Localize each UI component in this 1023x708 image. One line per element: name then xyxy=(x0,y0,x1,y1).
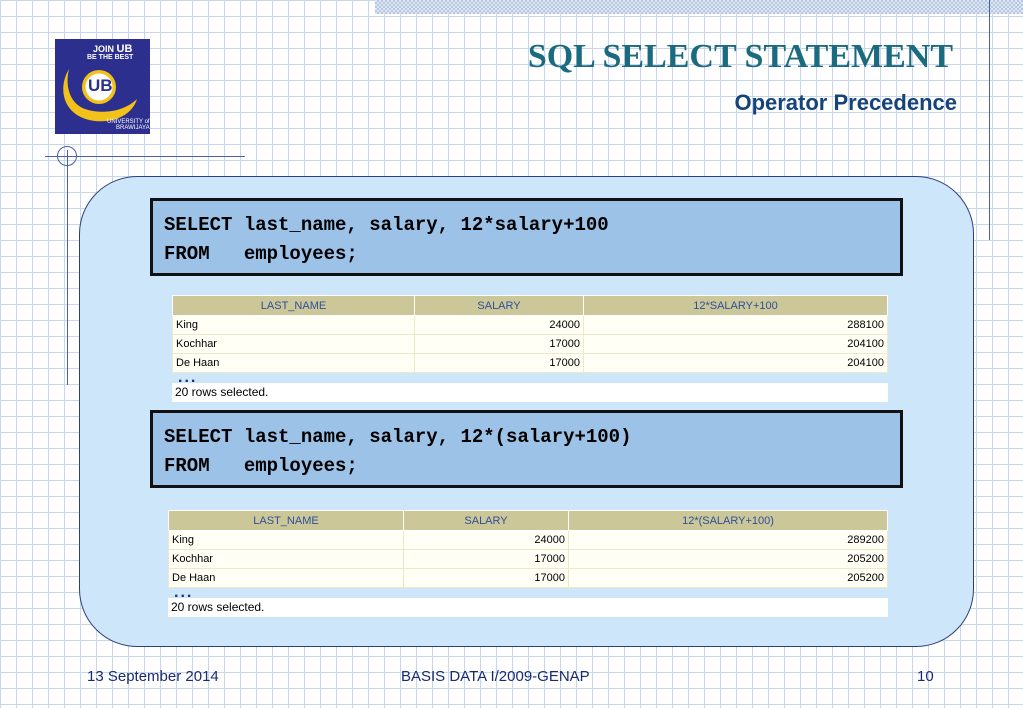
table-cell: De Haan xyxy=(173,354,415,373)
university-logo: JOIN UB BE THE BEST UB UNIVERSITY of BRA… xyxy=(55,39,150,134)
table-cell: 17000 xyxy=(404,550,569,569)
logo-monogram: UB xyxy=(88,76,113,96)
more-rows-indicator: ... xyxy=(172,373,888,383)
sql-line: SELECT last_name, salary, 12*(salary+100… xyxy=(164,423,900,452)
query-result-2: LAST_NAME SALARY 12*(SALARY+100) King 24… xyxy=(168,510,888,617)
footer-page-number: 10 xyxy=(917,668,934,685)
table-cell: Kochhar xyxy=(173,335,415,354)
result-table: LAST_NAME SALARY 12*(SALARY+100) King 24… xyxy=(168,510,888,588)
table-cell: 288100 xyxy=(584,316,888,335)
rows-selected-status: 20 rows selected. xyxy=(168,598,888,617)
table-cell: 24000 xyxy=(415,316,584,335)
slide-subtitle: Operator Precedence xyxy=(734,90,957,116)
sql-query-box-1: SELECT last_name, salary, 12*salary+100 … xyxy=(150,198,903,276)
table-row: Kochhar 17000 205200 xyxy=(169,550,888,569)
table-row: De Haan 17000 205200 xyxy=(169,569,888,588)
decorative-vertical-line-left xyxy=(67,150,68,385)
table-cell: 204100 xyxy=(584,335,888,354)
rows-selected-status: 20 rows selected. xyxy=(172,383,888,402)
table-cell: 17000 xyxy=(415,354,584,373)
footer-course: BASIS DATA I/2009-GENAP xyxy=(401,668,590,685)
column-header: LAST_NAME xyxy=(173,296,415,316)
decorative-vertical-line xyxy=(989,0,990,240)
column-header: 12*SALARY+100 xyxy=(584,296,888,316)
column-header: LAST_NAME xyxy=(169,511,404,531)
slide-title: SQL SELECT STATEMENT xyxy=(528,38,953,76)
crosshair-circle xyxy=(57,146,77,166)
sql-query-box-2: SELECT last_name, salary, 12*(salary+100… xyxy=(150,410,903,488)
table-cell: 204100 xyxy=(584,354,888,373)
column-header: SALARY xyxy=(404,511,569,531)
table-cell: 205200 xyxy=(569,550,888,569)
column-header: 12*(SALARY+100) xyxy=(569,511,888,531)
table-cell: 289200 xyxy=(569,531,888,550)
more-rows-indicator: ... xyxy=(168,588,888,598)
logo-tagline: BE THE BEST xyxy=(87,54,133,61)
top-pattern-band xyxy=(375,0,1023,14)
sql-line: FROM employees; xyxy=(164,240,900,269)
sql-line: FROM employees; xyxy=(164,452,900,481)
table-cell: 24000 xyxy=(404,531,569,550)
table-cell: King xyxy=(173,316,415,335)
table-cell: 205200 xyxy=(569,569,888,588)
table-cell: Kochhar xyxy=(169,550,404,569)
table-row: De Haan 17000 204100 xyxy=(173,354,888,373)
table-cell: De Haan xyxy=(169,569,404,588)
table-row: Kochhar 17000 204100 xyxy=(173,335,888,354)
logo-university-name: UNIVERSITY of BRAWIJAYA xyxy=(107,119,150,131)
table-cell: King xyxy=(169,531,404,550)
table-row: King 24000 289200 xyxy=(169,531,888,550)
column-header: SALARY xyxy=(415,296,584,316)
result-table: LAST_NAME SALARY 12*SALARY+100 King 2400… xyxy=(172,295,888,373)
table-cell: 17000 xyxy=(404,569,569,588)
table-cell: 17000 xyxy=(415,335,584,354)
footer-date: 13 September 2014 xyxy=(87,668,219,685)
table-row: King 24000 288100 xyxy=(173,316,888,335)
query-result-1: LAST_NAME SALARY 12*SALARY+100 King 2400… xyxy=(172,295,888,402)
sql-line: SELECT last_name, salary, 12*salary+100 xyxy=(164,211,900,240)
